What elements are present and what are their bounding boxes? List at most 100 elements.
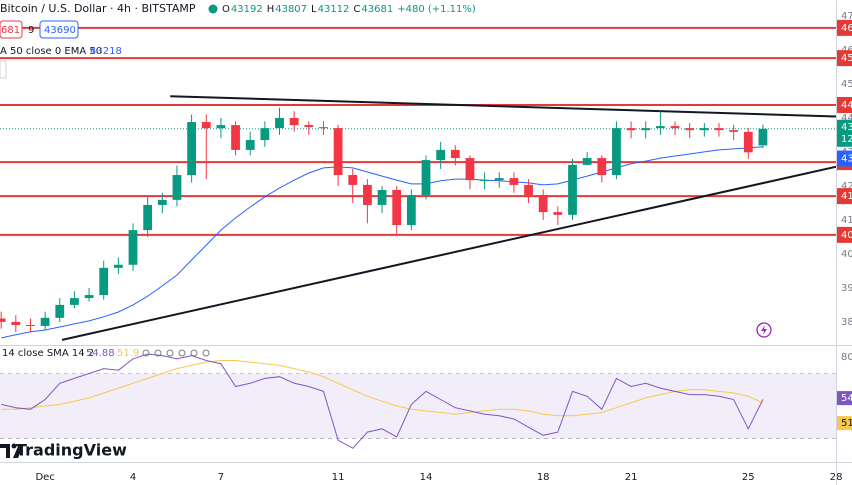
ohlc-label: H xyxy=(267,4,275,15)
level-box xyxy=(837,97,852,114)
candle-body xyxy=(450,149,460,159)
rsi-sma-line xyxy=(1,360,764,417)
trendline xyxy=(170,95,836,118)
candle-body xyxy=(55,304,65,318)
candle-body xyxy=(626,128,636,131)
ohlc-value: 43807 xyxy=(275,4,307,15)
candle-body xyxy=(275,117,284,129)
brand-logo: TradingView xyxy=(0,441,127,460)
candle-body xyxy=(113,264,123,268)
level-box xyxy=(837,19,852,36)
y-tick-label: 41000 xyxy=(841,215,852,226)
rsi-value: 54.88 xyxy=(86,348,115,359)
y-tick-label: 47000 xyxy=(841,11,852,22)
level-label: 44380 xyxy=(841,100,852,111)
candle-body xyxy=(99,267,109,296)
candle-body xyxy=(685,128,695,131)
candle-body xyxy=(216,125,226,129)
candle-body xyxy=(729,130,739,132)
candle-body xyxy=(40,317,50,326)
candle-body xyxy=(612,128,621,176)
candle-body xyxy=(26,324,35,326)
sma-value: 51.9 xyxy=(117,348,139,359)
rsi-legend: 14 close SMA 14 2 xyxy=(2,348,94,359)
change: +480 (+1.11%) xyxy=(397,4,476,15)
ema-value: 43218 xyxy=(90,46,122,57)
level-box xyxy=(837,226,852,243)
last-price-label: 43681 xyxy=(841,122,852,133)
candle-body xyxy=(333,128,343,176)
x-tick-label: 7 xyxy=(218,472,224,483)
candle-body xyxy=(348,175,358,185)
ema-box xyxy=(837,150,852,167)
candle-body xyxy=(597,158,607,176)
last-price-box xyxy=(837,119,852,147)
collapse-button[interactable] xyxy=(0,60,7,79)
sma-value-box xyxy=(837,416,852,431)
candle-body xyxy=(406,195,416,226)
candle-body xyxy=(377,190,387,205)
y-tick-label: 42000 xyxy=(841,181,852,192)
ema-box-label: 43218 xyxy=(841,154,852,165)
candle-body xyxy=(421,160,431,196)
rsi-band xyxy=(0,373,836,439)
candle-body xyxy=(670,126,680,129)
candle-body xyxy=(582,158,592,165)
y-tick-label: 38000 xyxy=(841,317,852,328)
candle-body xyxy=(0,318,6,322)
candle-body xyxy=(480,180,489,182)
candle-body xyxy=(289,117,299,126)
candle-body xyxy=(714,128,724,131)
candle-body xyxy=(172,175,182,200)
candle-body xyxy=(641,128,651,131)
candle-body xyxy=(143,204,153,231)
candle-body xyxy=(436,149,446,161)
sell-box xyxy=(0,20,23,39)
candle-body xyxy=(231,125,240,150)
candle-body xyxy=(260,128,270,141)
level-label: 41700 xyxy=(841,191,852,202)
level-box xyxy=(837,188,852,205)
trendline xyxy=(61,165,836,341)
x-tick-label: 21 xyxy=(625,472,638,483)
candle-body xyxy=(128,230,138,265)
candle-body xyxy=(157,199,167,205)
candle-body xyxy=(84,295,94,299)
candle-body xyxy=(70,298,79,305)
candle-body xyxy=(699,128,709,131)
sell-price: 681 xyxy=(1,25,20,36)
spread: 9 xyxy=(28,25,34,36)
lightning-icon[interactable] xyxy=(756,322,772,338)
header: Bitcoin / U.S. Dollar · 4h · BITSTAMP 68… xyxy=(0,2,772,460)
ohlc-value: 43192 xyxy=(231,4,263,15)
candle-body xyxy=(304,125,314,128)
countdown: 12 xyxy=(841,134,852,145)
candle-body xyxy=(465,158,475,181)
x-tick-label: 11 xyxy=(332,472,345,483)
candle-body xyxy=(319,127,328,129)
candle-body xyxy=(655,126,665,129)
candle-body xyxy=(509,178,519,185)
candle-body xyxy=(201,122,211,129)
candle-body xyxy=(758,128,768,146)
candle-body xyxy=(363,184,372,205)
candle-body xyxy=(524,184,533,196)
ohlc-label: C xyxy=(353,4,360,15)
x-tick-label: 4 xyxy=(130,472,136,483)
y-tick-label: 44000 xyxy=(841,113,852,124)
candle-body xyxy=(568,164,577,215)
level-label: 45760 xyxy=(841,53,852,64)
candle-body xyxy=(187,122,197,176)
ohlc-value: 43112 xyxy=(318,4,350,15)
y-tick-label: 40000 xyxy=(841,249,852,260)
rsi-status-icons xyxy=(142,349,210,357)
ema-legend: A 50 close 0 EMA 50 xyxy=(0,46,102,57)
rsi-value-label: 54.88 xyxy=(841,393,852,404)
x-tick-label: 18 xyxy=(537,472,550,483)
rsi-pane xyxy=(0,353,836,449)
y-tick-label: 45000 xyxy=(841,79,852,90)
rsi-value-box xyxy=(837,391,852,406)
y-tick-label: 39000 xyxy=(841,283,852,294)
symbol-title: Bitcoin / U.S. Dollar · 4h · BITSTAMP xyxy=(0,2,196,15)
